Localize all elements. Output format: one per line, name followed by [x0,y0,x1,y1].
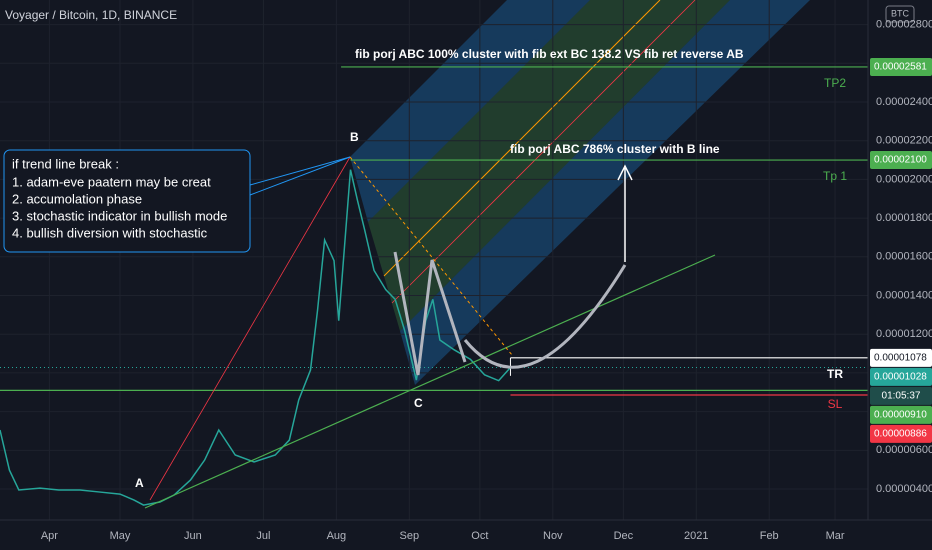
price-label: 0.00000910 [874,409,927,420]
callout: if trend line break : 1. adam-eve paater… [3,149,251,253]
callout-box [3,149,251,253]
level-name: TP2 [824,76,846,90]
y-tick-label: 0.00001200 [876,328,932,340]
price-label: 0.00002581 [874,62,927,73]
currency: BTC [891,8,910,18]
price-axis [868,0,932,550]
y-tick-label: 0.00000600 [876,444,932,456]
fib-line [391,0,696,304]
level-name: SL [828,397,843,411]
callout-text: 2. accumolation phase [12,191,142,206]
x-tick-label: Jun [184,530,202,542]
level-name: TR [827,367,843,381]
countdown: 01:05:37 [882,390,921,401]
callout-line [249,156,351,186]
fib-band [400,0,810,385]
x-tick-label: Sep [400,530,420,542]
y-tick-label: 0.00002800 [876,18,932,30]
price-label: 0.00001028 [874,371,927,382]
x-tick-label: Nov [543,530,563,542]
x-tick-label: Mar [826,530,845,542]
price-label-bg [870,348,932,367]
bc-line [349,156,513,356]
point-label: A [135,476,144,490]
annotation: fib porj ABC 100% cluster with fib ext B… [355,47,744,61]
y-tick-label: 0.00001600 [876,251,932,263]
countdown-bg [870,386,932,405]
price-label: 0.00001078 [874,352,927,363]
callout-text: if trend line break : [12,156,119,171]
y-tick-label: 0.00001400 [876,289,932,301]
fib-band [368,0,660,276]
x-tick-label: Feb [760,530,779,542]
callout-text: 4. bullish diversion with stochastic [12,225,208,240]
price-label-bg [870,424,932,443]
x-tick-label: May [110,530,131,542]
trend-line [144,254,716,509]
price-label-bg [870,405,932,424]
x-tick-label: Apr [41,530,58,542]
y-tick-label: 0.00002400 [876,96,932,108]
price-line [0,169,512,506]
callout-text: 3. stochastic indicator in bullish mode [12,208,227,223]
price-label-bg [870,151,932,170]
x-tick-label: Aug [327,530,347,542]
level-name: Tp 1 [823,169,847,183]
fib-band [350,0,590,222]
ab-line [149,156,351,501]
x-tick-label: 2021 [684,530,708,542]
y-tick-label: 0.00002200 [876,135,932,147]
median-line [383,0,661,277]
arrow [617,164,633,262]
price-label-bg [870,367,932,386]
pattern-line [393,251,467,376]
chart-title: Voyager / Bitcoin, 1D, BINANCE [5,8,177,22]
callout-text: 1. adam-eve paatern may be creat [12,174,211,189]
price-label: 0.00000886 [874,428,927,439]
y-tick-label: 0.00000400 [876,483,932,495]
x-tick-label: Jul [256,530,270,542]
price-label: 0.00002100 [874,155,927,166]
pitchfork [350,0,810,385]
point-label: B [350,130,359,144]
y-tick-label: 0.00002000 [876,173,932,185]
callout-line [249,156,351,196]
point-label: C [414,396,423,410]
fib-band [384,0,730,331]
y-tick-label: 0.00001800 [876,212,932,224]
x-tick-label: Dec [614,530,634,542]
currency-badge [885,5,915,23]
price-label-bg [870,57,932,76]
annotation: fib porj ABC 786% cluster with B line [510,142,720,156]
x-tick-label: Oct [471,530,488,542]
cup-line [463,264,627,369]
